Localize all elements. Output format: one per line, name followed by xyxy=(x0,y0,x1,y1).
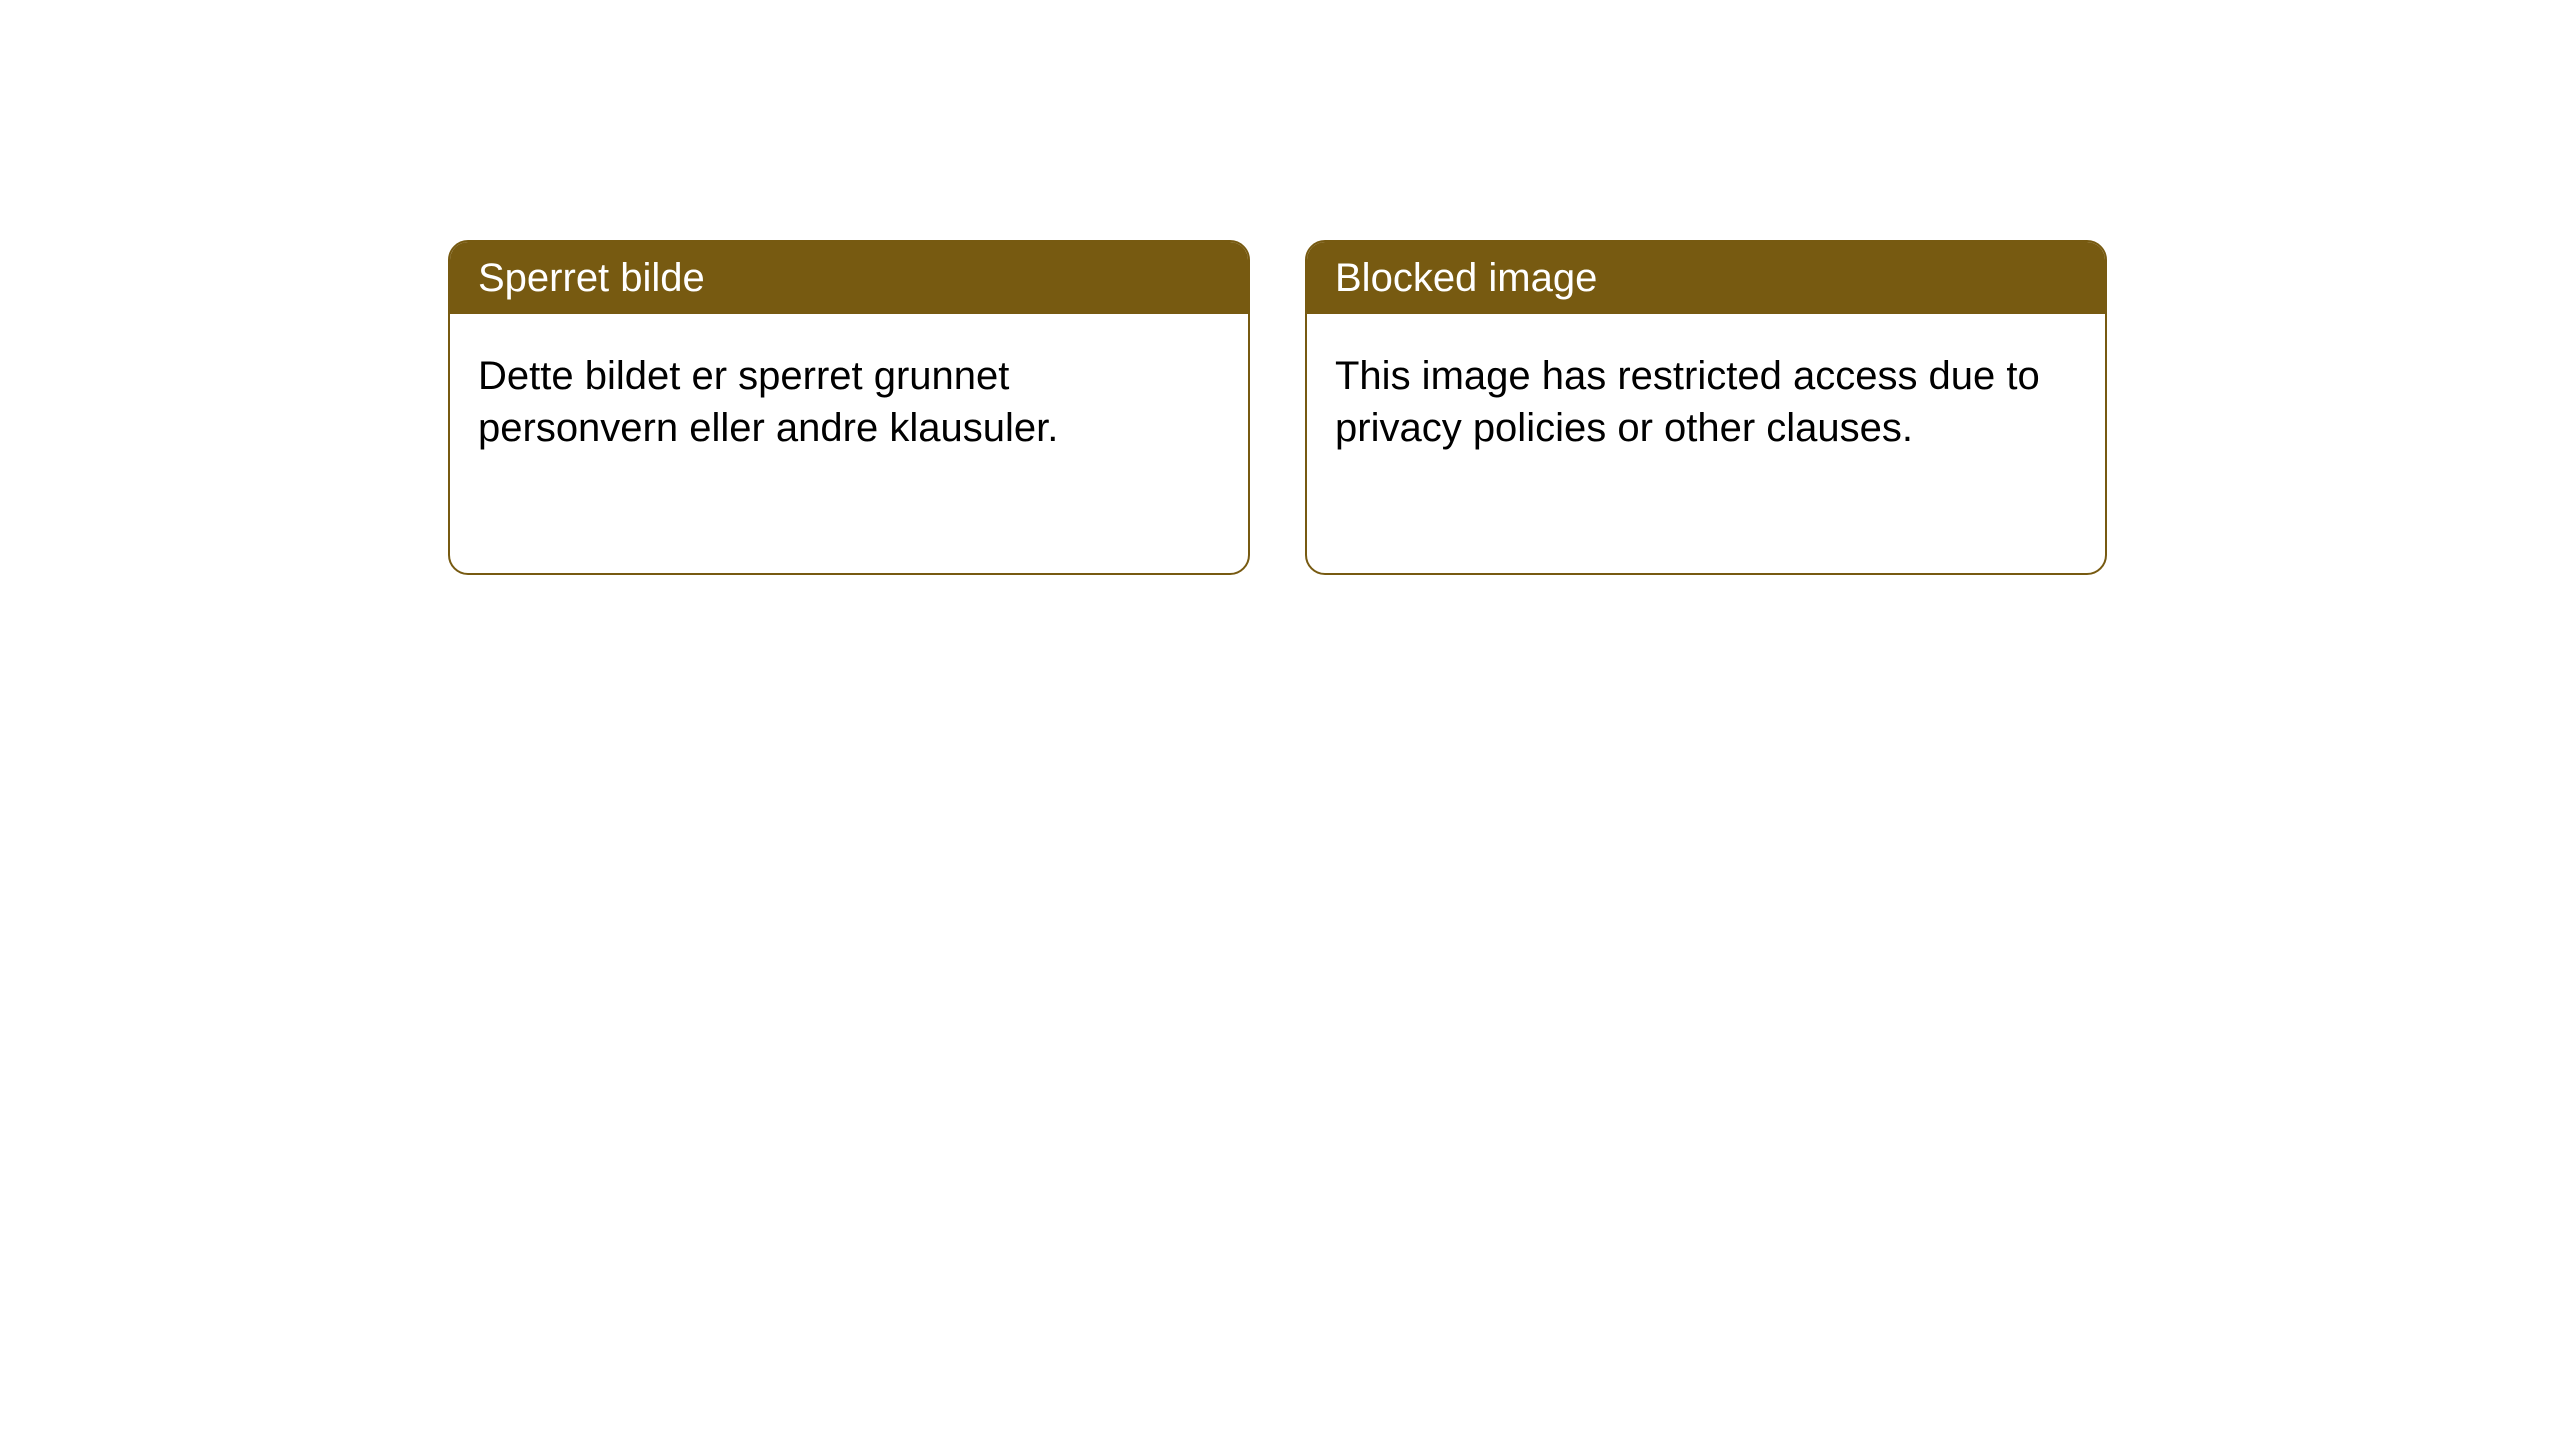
card-title-norwegian: Sperret bilde xyxy=(450,242,1248,314)
notice-container: Sperret bilde Dette bildet er sperret gr… xyxy=(0,0,2560,575)
card-body-english: This image has restricted access due to … xyxy=(1307,314,2105,482)
card-body-norwegian: Dette bildet er sperret grunnet personve… xyxy=(450,314,1248,482)
blocked-image-card-english: Blocked image This image has restricted … xyxy=(1305,240,2107,575)
blocked-image-card-norwegian: Sperret bilde Dette bildet er sperret gr… xyxy=(448,240,1250,575)
card-title-english: Blocked image xyxy=(1307,242,2105,314)
